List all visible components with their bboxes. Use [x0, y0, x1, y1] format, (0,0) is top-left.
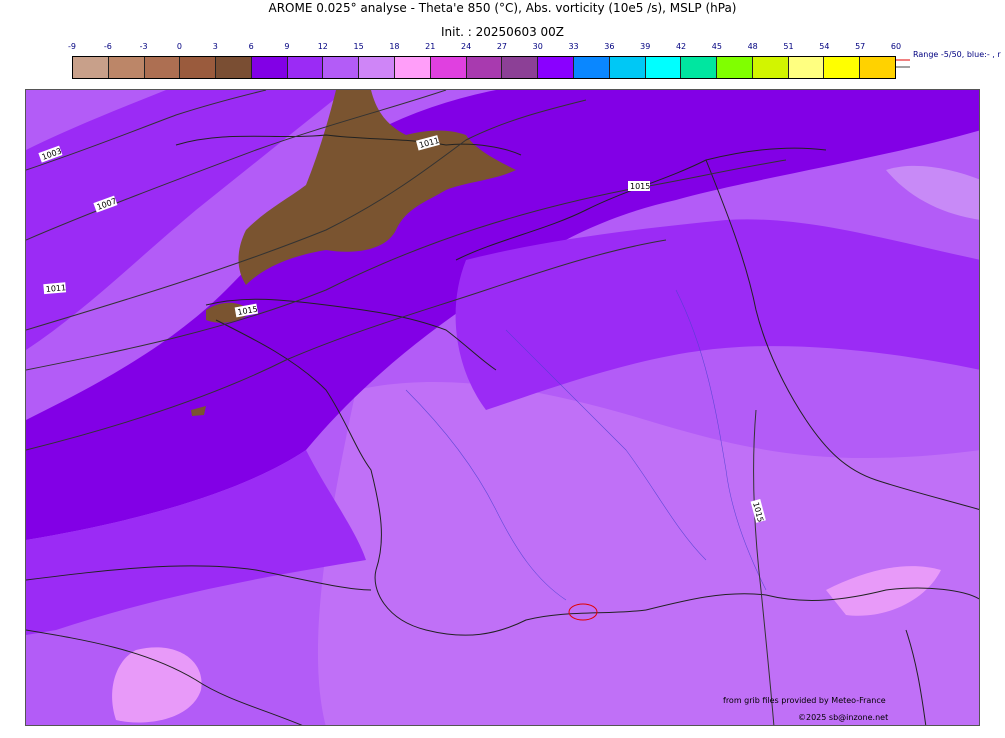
colorbar-segment	[395, 57, 431, 78]
isobar-label: 1011	[45, 283, 66, 294]
colorbar-tick-label: -3	[139, 42, 148, 51]
colorbar-tick-label: 9	[284, 42, 290, 51]
colorbar-tick-label: 18	[389, 42, 400, 51]
colorbar-tick-label: 15	[353, 42, 364, 51]
colorbar-ticks: -9 -6 -3 0 3 6 9 12 15 18 21 24 27 30 33 36 39 42 45 48 51 54…	[68, 42, 901, 54]
field-pale-south	[317, 381, 979, 725]
colorbar-tick-label: 57	[855, 42, 866, 51]
legend-line-swatches	[896, 59, 910, 68]
colorbar-tick-label: 27	[496, 42, 507, 51]
colorbar-segment	[538, 57, 574, 78]
colorbar-segment	[681, 57, 718, 78]
colorbar-tick-label: 6	[248, 42, 254, 51]
colorbar-tick-label: 42	[675, 42, 687, 51]
field-mid-west	[26, 90, 346, 350]
colorbar-segment	[860, 57, 895, 78]
colorbar-segment	[609, 57, 646, 78]
colorbar-segment	[645, 57, 682, 78]
field-deep-band	[26, 90, 979, 540]
map-title: AROME 0.025° analyse - Theta'e 850 (°C),…	[268, 1, 737, 15]
colorbar-tick-label: 21	[425, 42, 436, 51]
field-mid-zone	[26, 450, 366, 635]
colorbar-segment	[251, 57, 288, 78]
colorbar-segment	[752, 57, 789, 78]
colorbar-tick-label: 30	[532, 42, 543, 51]
colorbar-segment	[430, 57, 467, 78]
colorbar-tick-label: 33	[568, 42, 579, 51]
colorbar-tick-label: 39	[640, 42, 651, 51]
colorbar-tick-label: 3	[212, 42, 218, 51]
source-credit: from grib files provided by Meteo-France	[723, 696, 886, 705]
isobar-label: 1015	[237, 305, 259, 317]
colorbar-segment	[573, 57, 610, 78]
colorbar-segment	[323, 57, 360, 78]
colorbar-segment	[216, 57, 252, 78]
field-pink-sw	[112, 647, 202, 723]
range-note: Range -5/50, blue:- , r	[913, 50, 1001, 59]
isobars	[26, 90, 787, 725]
field-mid-centre	[455, 219, 979, 410]
colorbar-segment	[824, 57, 861, 78]
init-time: Init. : 20250603 00Z	[440, 25, 565, 39]
colorbar-tick-label: -9	[68, 42, 76, 51]
field-pink-ne	[886, 165, 979, 220]
colorbar-tick-label: 54	[819, 42, 830, 51]
colorbar-tick-label: 36	[604, 42, 615, 51]
map-canvas: 1003 1007 1011 1011 1015 1015	[26, 90, 979, 725]
copyright: ©2025 sb@inzone.net	[798, 713, 889, 722]
rivers	[405, 289, 767, 601]
coastlines	[26, 134, 979, 725]
colorbar-segment	[359, 57, 396, 78]
colorbar-segment	[466, 57, 503, 78]
colorbar-segment	[108, 57, 145, 78]
colorbar-tick-label: 12	[317, 42, 328, 51]
colorbar-segment	[717, 57, 753, 78]
field-brown-uk	[238, 90, 516, 285]
field-brown-dot	[191, 406, 206, 416]
weather-map: 1003 1007 1011 1011 1015 1015	[25, 89, 980, 726]
colorbar-tick-label: 48	[747, 42, 758, 51]
colorbar-segment	[144, 57, 181, 78]
colorbar-tick-label: 0	[176, 42, 183, 51]
colorbar-segment	[788, 57, 825, 78]
colorbar-tick-label: 51	[783, 42, 794, 51]
isobar-label: 1015	[630, 182, 650, 191]
vorticity-contour	[568, 603, 598, 621]
colorbar-tick-label: 45	[711, 42, 722, 51]
colorbar	[72, 56, 896, 79]
colorbar-tick-label: 60	[890, 42, 902, 51]
colorbar-tick-label: 24	[460, 42, 472, 51]
colorbar-segment	[502, 57, 539, 78]
colorbar-segment	[287, 57, 324, 78]
colorbar-tick-label: -6	[103, 42, 112, 51]
colorbar-segment	[180, 57, 217, 78]
colorbar-segment	[73, 57, 109, 78]
